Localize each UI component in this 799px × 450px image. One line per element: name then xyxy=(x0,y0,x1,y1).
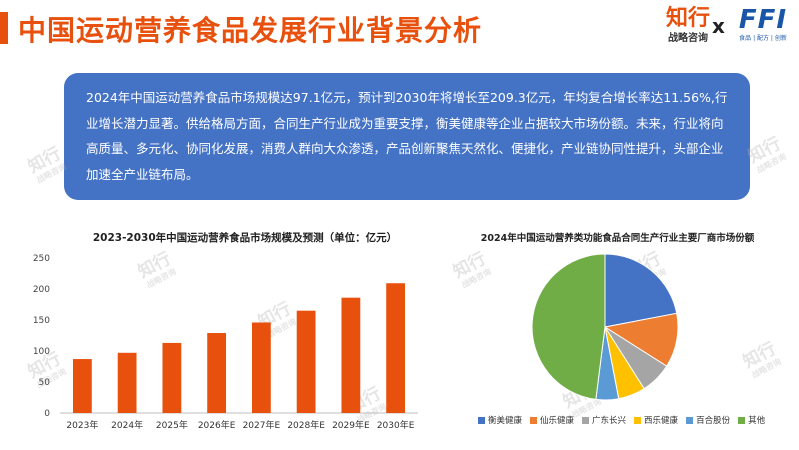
x-tick-label: 2026年E xyxy=(198,419,236,431)
y-tick-label: 200 xyxy=(33,285,50,295)
legend-swatch xyxy=(478,417,485,424)
logo-separator: x xyxy=(712,14,725,38)
ffi-logo-subtext: 食品 | 配方 | 创新 xyxy=(739,35,787,42)
watermark: 知行战略咨询 xyxy=(739,338,783,380)
x-tick-label: 2027年E xyxy=(243,419,281,431)
x-tick-label: 2029年E xyxy=(332,419,370,431)
legend-item: 衡美健康 xyxy=(478,414,522,426)
bar xyxy=(162,342,182,413)
pie-slice xyxy=(531,253,606,400)
legend-swatch xyxy=(686,417,694,424)
legend-item: 其他 xyxy=(738,414,765,426)
bar xyxy=(117,352,137,413)
legend-swatch xyxy=(738,417,746,424)
bar xyxy=(296,310,316,413)
legend-label: 西乐健康 xyxy=(644,416,679,426)
legend-label: 广东长兴 xyxy=(592,416,627,426)
ffi-logo-text: FFI xyxy=(738,5,788,35)
pie-chart-title: 2024年中国运动营养类功能食品合同生产行业主要厂商市场份额 xyxy=(480,233,755,244)
legend-item: 百合股份 xyxy=(686,414,730,426)
zhixing-logo: 知行 战略咨询 xyxy=(660,6,716,52)
x-tick-label: 2025年 xyxy=(156,419,188,431)
y-tick-label: 150 xyxy=(33,316,50,326)
legend-item: 西乐健康 xyxy=(634,414,678,426)
watermark: 知行战略咨询 xyxy=(24,143,68,185)
zhixing-logo-text: 知行 xyxy=(665,6,710,31)
legend-swatch xyxy=(634,417,642,424)
bar-chart: 0 50 100 150 200 250 2023年 2024年 2025年 2026年E 2027… xyxy=(33,254,418,431)
pie-legend: 衡美健康 仙乐健康 广东长兴 西乐健康 百合股份 其他 xyxy=(478,414,788,430)
legend-label: 衡美健康 xyxy=(488,416,523,426)
watermark: 知行战略咨询 xyxy=(744,133,788,175)
x-tick-label: 2023年 xyxy=(66,419,98,431)
zhixing-logo-subtext: 战略咨询 xyxy=(668,33,708,44)
y-tick-label: 0 xyxy=(44,409,50,419)
x-tick-label: 2024年 xyxy=(111,419,143,431)
legend-label: 仙乐健康 xyxy=(540,416,575,426)
legend-item: 广东长兴 xyxy=(582,414,626,426)
legend-swatch xyxy=(582,417,590,424)
bar xyxy=(386,283,406,413)
ffi-logo: FFI 食品 | 配方 | 创新 xyxy=(732,6,794,44)
legend-label: 其他 xyxy=(748,416,766,426)
legend-swatch xyxy=(530,417,538,424)
y-tick-label: 100 xyxy=(33,347,50,357)
legend-item: 仙乐健康 xyxy=(530,414,574,426)
y-tick-label: 250 xyxy=(33,254,50,264)
y-tick-label: 50 xyxy=(39,378,51,388)
bar xyxy=(72,359,92,413)
header: 中国运动营养食品发展行业背景分析 知行 战略咨询 x FFI 食品 | 配方 |… xyxy=(0,0,799,62)
bar-chart-title: 2023-2030年中国运动营养食品市场规模及预测（单位：亿元） xyxy=(92,232,398,244)
bar xyxy=(341,297,361,413)
bar xyxy=(251,322,271,413)
bar xyxy=(207,333,227,413)
title-accent-bar xyxy=(0,12,8,44)
x-tick-label: 2028年E xyxy=(287,419,325,431)
legend-label: 百合股份 xyxy=(696,416,731,426)
pie-slice xyxy=(604,253,678,328)
x-tick-label: 2030年E xyxy=(377,419,415,431)
summary-box: 2024年中国运动营养食品市场规模达97.1亿元，预计到2030年将增长至209… xyxy=(64,73,750,200)
page-title: 中国运动营养食品发展行业背景分析 xyxy=(18,14,483,47)
summary-text: 2024年中国运动营养食品市场规模达97.1亿元，预计到2030年将增长至209… xyxy=(86,90,728,182)
pie-chart xyxy=(531,253,679,401)
